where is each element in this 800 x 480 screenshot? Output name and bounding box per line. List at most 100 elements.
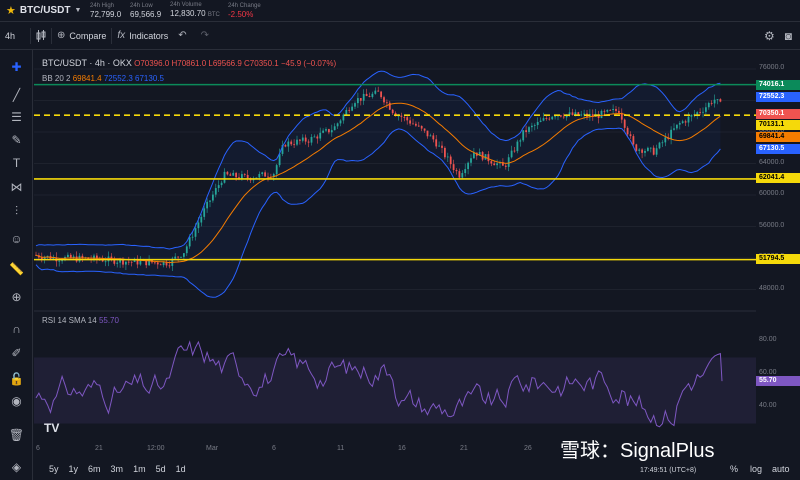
magnet-icon[interactable]: ∩ — [12, 322, 21, 336]
candle-body — [342, 114, 345, 121]
pattern-icon[interactable]: ⋈ — [10, 180, 23, 194]
ruler-icon[interactable]: 📏 — [9, 262, 24, 276]
range-1y[interactable]: 1y — [68, 464, 79, 474]
candle-body — [487, 154, 490, 162]
rsi-value: 55.70 — [98, 316, 119, 325]
candle-body — [444, 147, 446, 158]
candle-body — [481, 152, 484, 160]
trendline-icon[interactable]: ╱ — [12, 88, 21, 102]
eye-icon[interactable]: ◉ — [11, 394, 22, 408]
price-tick: 48000.0 — [759, 284, 785, 292]
candle-body — [620, 112, 623, 120]
star-icon[interactable]: ★ — [6, 5, 16, 17]
pencil-lock-icon[interactable]: ✐ — [11, 346, 22, 360]
candle-body — [362, 93, 365, 101]
text-icon[interactable]: T — [12, 156, 21, 170]
candle-body — [72, 256, 75, 258]
horizontal-lines-icon[interactable]: ☰ — [11, 110, 22, 124]
auto-toggle[interactable]: auto — [772, 464, 790, 474]
price-label: 74016.1 — [756, 80, 800, 90]
candle-body — [612, 108, 614, 111]
candle-body — [258, 174, 261, 178]
candle-body — [307, 141, 310, 143]
candle-body — [168, 265, 171, 267]
indicators-button[interactable]: fx Indicators — [112, 22, 173, 49]
gear-icon[interactable]: ⚙ — [763, 29, 775, 43]
price-label: 62041.4 — [756, 173, 800, 183]
percent-toggle[interactable]: % — [730, 464, 739, 474]
candle-body — [458, 171, 461, 178]
candle-body — [52, 257, 55, 260]
candle-body — [267, 176, 269, 178]
candle-body — [533, 125, 536, 126]
compare-button[interactable]: ⊕ Compare — [52, 22, 111, 49]
measure-icon[interactable]: ⫶ — [14, 203, 18, 218]
candle-body — [554, 116, 556, 118]
range-1m[interactable]: 1m — [133, 464, 146, 474]
candle-body — [449, 156, 452, 165]
chevron-down-icon[interactable]: ▼ — [74, 7, 82, 14]
legend-close: C70350.1 — [244, 59, 279, 68]
interval-label: 4h — [5, 30, 16, 41]
divider — [51, 27, 52, 44]
candle-body — [183, 253, 185, 257]
candle-body — [678, 123, 681, 125]
candle-body — [710, 102, 713, 104]
legend-change: −45.9 (−0.07%) — [280, 59, 337, 68]
candle-body — [571, 112, 574, 115]
crosshair-icon[interactable]: ✚ — [11, 60, 22, 74]
price-scale[interactable]: 76000.072000.068000.064000.060000.056000… — [756, 50, 800, 440]
candle-body — [296, 139, 298, 145]
interval-button[interactable]: 4h — [0, 22, 30, 49]
price-chart[interactable]: TV — [34, 50, 756, 440]
candle-body — [159, 264, 162, 266]
candle-body — [580, 114, 583, 116]
range-5d[interactable]: 5d — [155, 464, 166, 474]
divider — [111, 27, 113, 44]
candle-body — [255, 177, 258, 179]
candle-body — [191, 236, 194, 238]
redo-button[interactable]: ↷ — [196, 22, 218, 49]
candle-body — [156, 262, 159, 265]
candle-body — [145, 259, 148, 266]
plus-circle-icon: ⊕ — [57, 30, 66, 41]
candle-body — [539, 120, 542, 122]
candle-body — [223, 171, 226, 183]
candle-type-button[interactable] — [31, 22, 51, 49]
horizontal-lines — [34, 83, 756, 261]
candle-body — [264, 172, 266, 177]
candle-body — [165, 261, 168, 266]
candle-body — [591, 114, 594, 117]
range-6m[interactable]: 6m — [88, 464, 101, 474]
brush-icon[interactable]: ✎ — [11, 133, 22, 147]
candle-body — [655, 148, 658, 155]
range-5y[interactable]: 5y — [49, 464, 59, 474]
candle-body — [162, 261, 165, 266]
price-tick: 76000.0 — [759, 64, 785, 71]
candle-body — [623, 119, 626, 128]
bb-legend: BB 20 2 69841.4 72552.3 67130.5 — [42, 74, 164, 83]
range-1d[interactable]: 1d — [175, 464, 186, 474]
undo-button[interactable]: ↶ — [173, 22, 195, 49]
candle-body — [641, 149, 643, 153]
lock-icon[interactable]: 🔓 — [9, 372, 24, 386]
candle-body — [125, 261, 127, 265]
candle-body — [638, 149, 641, 151]
candle-body — [699, 112, 701, 113]
zoom-in-icon[interactable]: ⊕ — [11, 290, 22, 304]
candle-body — [229, 174, 232, 176]
camera-icon[interactable]: ◙ — [784, 29, 792, 43]
candle-body — [661, 142, 664, 144]
price-label: 51794.5 — [756, 254, 800, 264]
log-toggle[interactable]: log — [750, 464, 763, 474]
emoji-icon[interactable]: ☺ — [10, 232, 23, 246]
trash-icon[interactable]: 🗑 — [8, 428, 25, 442]
price-label: 67130.5 — [756, 144, 800, 154]
symbol-selector[interactable]: ★ BTC/USDT ▼ — [0, 4, 90, 17]
candle-body — [670, 129, 672, 139]
candle-body — [116, 262, 119, 264]
candle-body — [716, 99, 719, 100]
candle-body — [348, 109, 351, 111]
layers-icon[interactable]: ◈ — [11, 460, 22, 474]
range-3m[interactable]: 3m — [110, 464, 124, 474]
